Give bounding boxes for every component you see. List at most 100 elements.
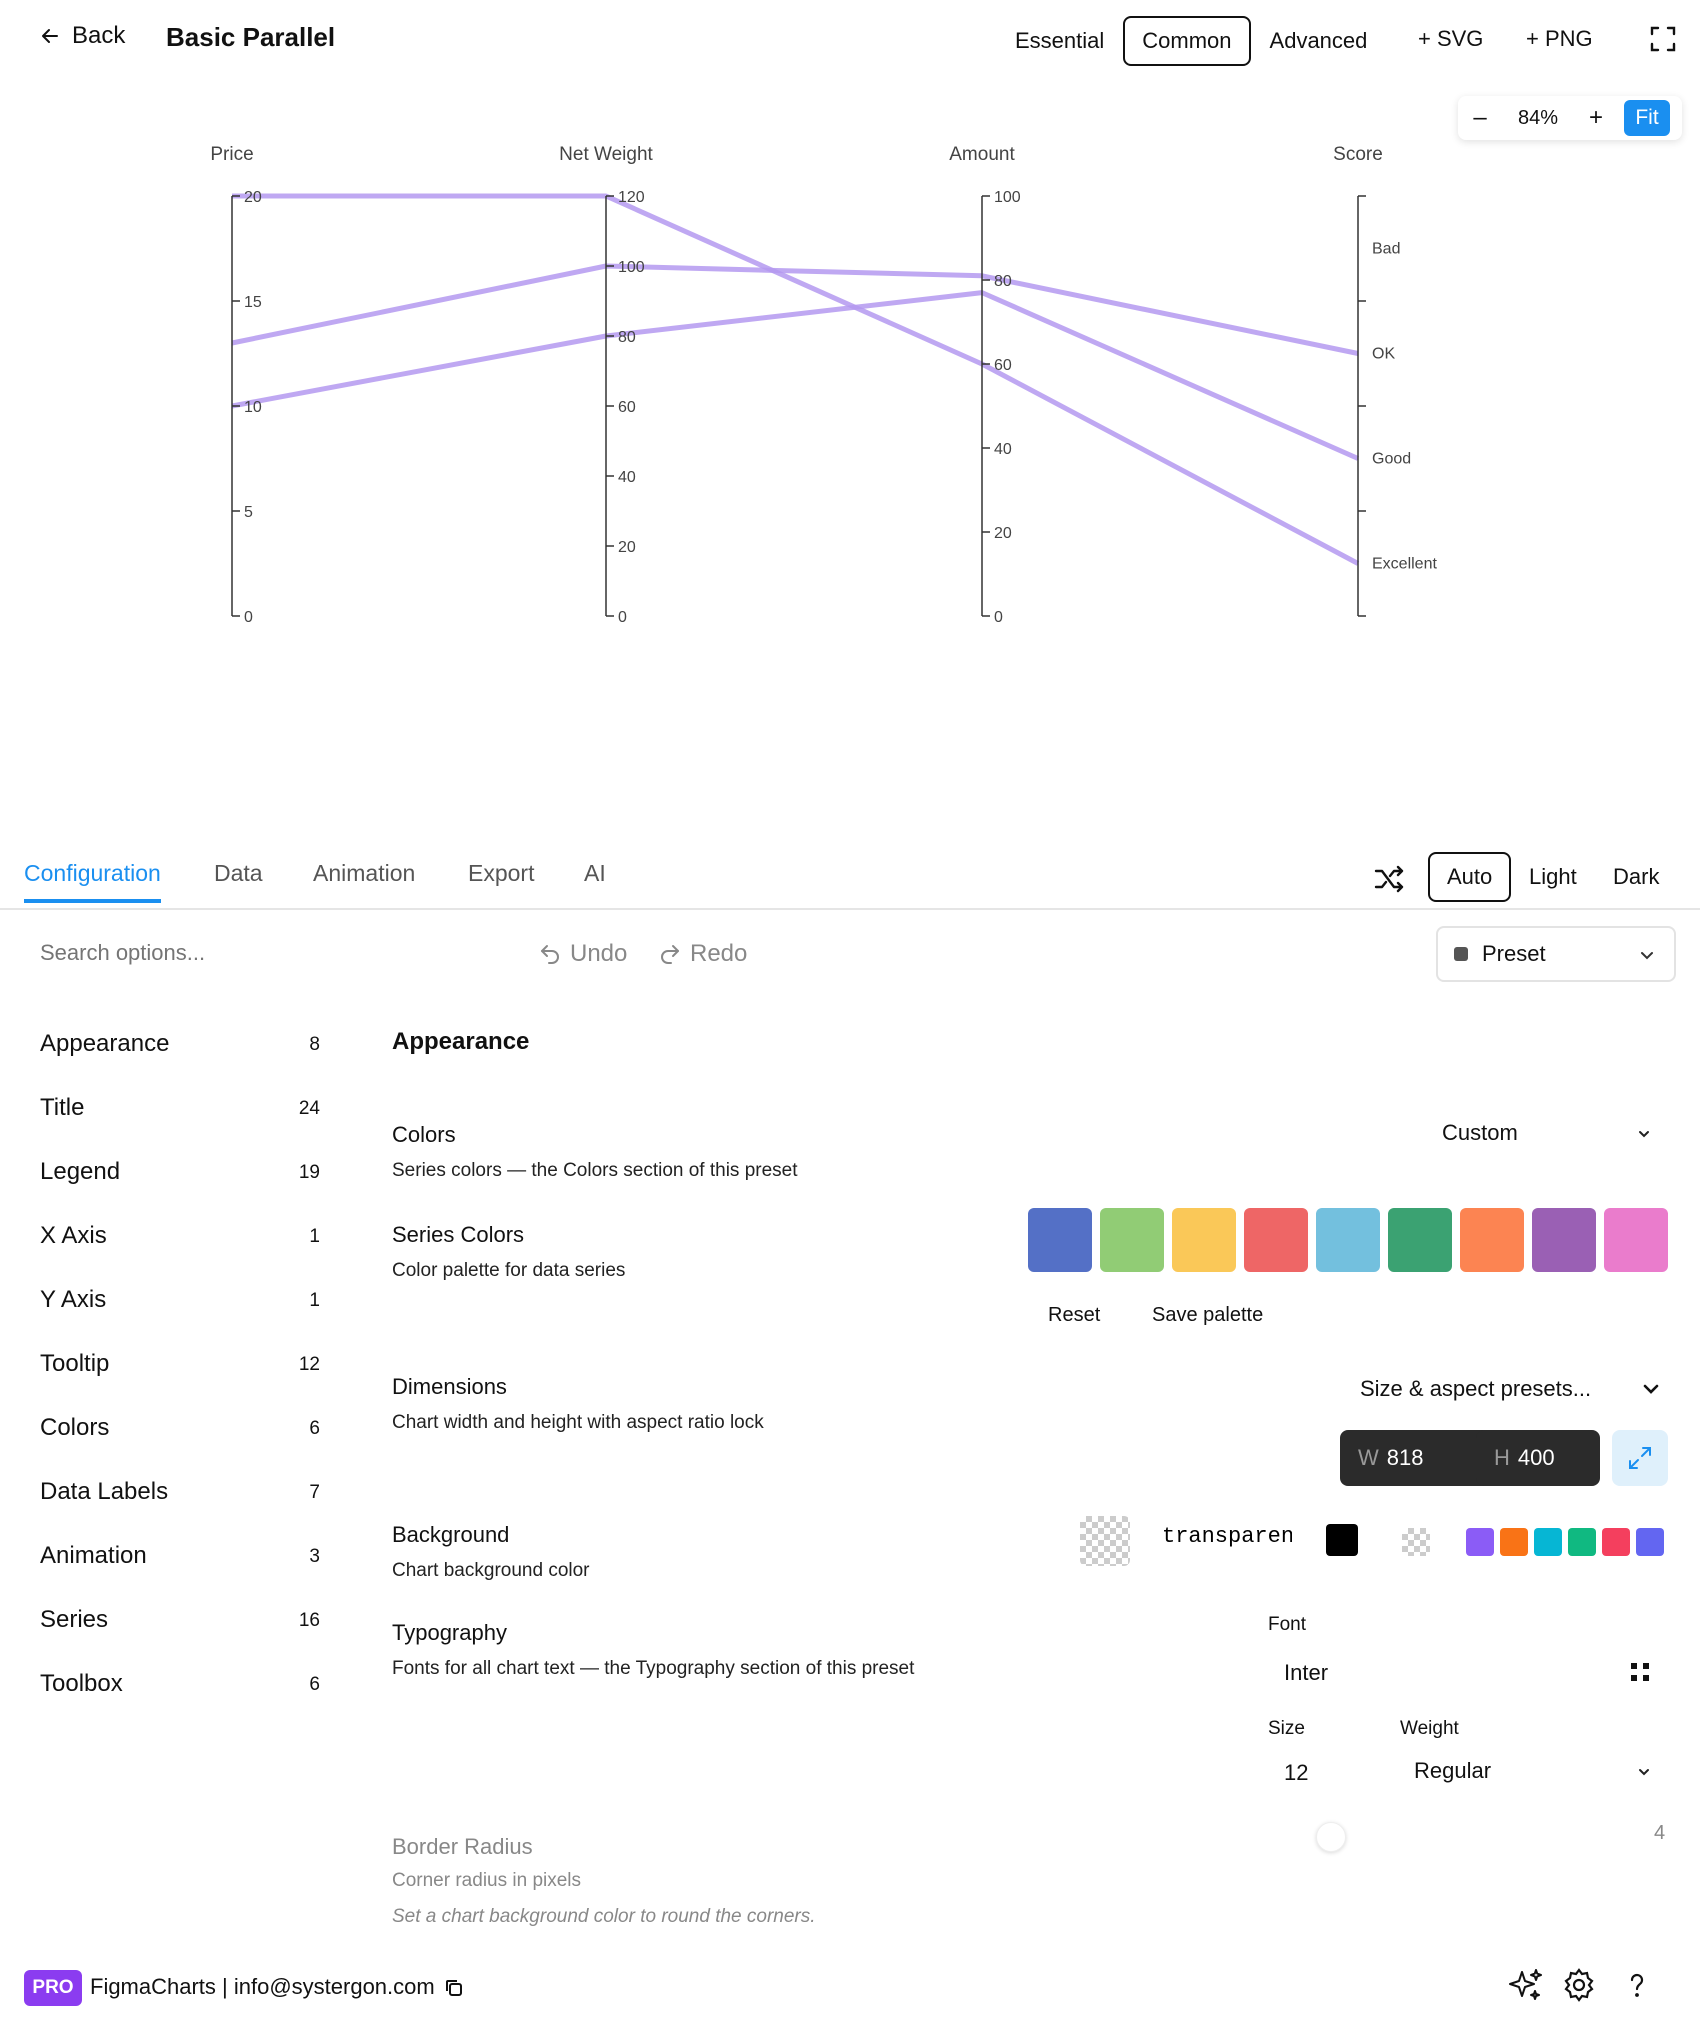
background-preview[interactable] <box>1080 1516 1130 1566</box>
font-select[interactable]: Inter <box>1284 1660 1329 1685</box>
sidebar-item-toolbox[interactable]: Toolbox 6 <box>40 1670 320 1710</box>
zoom-fit-button[interactable]: Fit <box>1624 100 1670 136</box>
theme-light-button[interactable]: Light <box>1529 864 1577 889</box>
sidebar-item-y-axis[interactable]: Y Axis 1 <box>40 1286 320 1326</box>
mode-tabs: Essential Common Advanced <box>996 16 1386 66</box>
tick-label: 100 <box>618 259 645 276</box>
tab-export[interactable]: Export <box>468 860 535 886</box>
background-color-swatch[interactable] <box>1568 1528 1596 1556</box>
chevron-down-icon[interactable] <box>1642 1380 1660 1398</box>
back-button[interactable]: Back <box>38 22 125 50</box>
sidebar-item-series[interactable]: Series 16 <box>40 1606 320 1646</box>
sidebar-item-colors[interactable]: Colors 6 <box>40 1414 320 1454</box>
size-input[interactable]: 12 <box>1284 1760 1309 1785</box>
aspect-lock-button[interactable] <box>1612 1430 1668 1486</box>
sidebar-item-legend[interactable]: Legend 19 <box>40 1158 320 1198</box>
theme-dark-button[interactable]: Dark <box>1613 864 1660 889</box>
mode-tab-common[interactable]: Common <box>1123 16 1251 66</box>
tab-data[interactable]: Data <box>214 860 263 886</box>
sidebar-item-label: Y Axis <box>40 1286 107 1313</box>
axis-title: Price <box>210 144 253 165</box>
transparent-swatch[interactable] <box>1402 1528 1430 1556</box>
weight-select[interactable]: Regular <box>1414 1758 1492 1783</box>
config-tabs: Configuration Data Animation Export AI <box>0 856 1700 910</box>
background-color-swatch[interactable] <box>1602 1528 1630 1556</box>
reset-palette-button[interactable]: Reset <box>1048 1304 1101 1326</box>
palette-swatch[interactable] <box>1244 1208 1308 1272</box>
chevron-down-icon[interactable] <box>1636 1126 1652 1142</box>
height-field[interactable]: H 400 <box>1476 1430 1600 1486</box>
preset-select[interactable]: Preset <box>1436 926 1676 982</box>
grid-icon[interactable] <box>1630 1662 1650 1682</box>
help-icon[interactable] <box>1618 1966 1656 2004</box>
border-radius-slider[interactable] <box>1316 1822 1346 1852</box>
tick-label: 15 <box>244 294 262 311</box>
palette-swatch[interactable] <box>1532 1208 1596 1272</box>
palette-swatch[interactable] <box>1604 1208 1668 1272</box>
sidebar-item-label: Toolbox <box>40 1670 123 1697</box>
section-title: Appearance <box>392 1028 530 1055</box>
sidebar-item-label: Series <box>40 1606 109 1633</box>
mode-tab-essential[interactable]: Essential <box>1015 28 1105 53</box>
axis-title: Net Weight <box>559 144 653 165</box>
black-swatch[interactable] <box>1326 1524 1358 1556</box>
zoom-out-button[interactable]: – <box>1473 104 1487 131</box>
tick-label: 60 <box>994 357 1012 374</box>
tab-configuration[interactable]: Configuration <box>24 860 161 903</box>
zoom-in-button[interactable]: + <box>1588 104 1603 131</box>
sidebar-item-appearance[interactable]: Appearance 8 <box>40 1030 320 1070</box>
weight-label: Weight <box>1400 1718 1459 1739</box>
preset-swatch <box>1454 947 1468 961</box>
settings-icon[interactable] <box>1560 1966 1598 2004</box>
tab-ai[interactable]: AI <box>584 860 606 886</box>
palette-swatch[interactable] <box>1316 1208 1380 1272</box>
palette-swatch[interactable] <box>1028 1208 1092 1272</box>
undo-button[interactable]: Undo <box>538 940 627 968</box>
fullscreen-icon[interactable] <box>1650 26 1676 52</box>
copy-icon[interactable] <box>444 1978 464 1998</box>
sidebar-item-label: X Axis <box>40 1222 107 1249</box>
redo-button[interactable]: Redo <box>658 940 747 968</box>
width-label: W <box>1358 1445 1379 1470</box>
redo-label: Redo <box>690 940 748 967</box>
sidebar-item-tooltip[interactable]: Tooltip 12 <box>40 1350 320 1390</box>
sidebar-item-animation[interactable]: Animation 3 <box>40 1542 320 1582</box>
export-svg-button[interactable]: + SVG <box>1418 26 1484 51</box>
size-presets-select[interactable]: Size & aspect presets... <box>1360 1376 1592 1401</box>
palette-swatch[interactable] <box>1388 1208 1452 1272</box>
border-radius-value: 4 <box>1654 1822 1666 1844</box>
preset-label: Preset <box>1482 941 1546 966</box>
pro-badge: PRO <box>24 1970 82 2006</box>
sidebar-item-label: Legend <box>40 1158 121 1185</box>
search-input[interactable] <box>40 940 460 966</box>
mode-tab-advanced[interactable]: Advanced <box>1269 28 1368 53</box>
width-field[interactable]: W 818 <box>1340 1430 1500 1486</box>
sidebar-item-title[interactable]: Title 24 <box>40 1094 320 1134</box>
background-color-swatch[interactable] <box>1466 1528 1494 1556</box>
background-input[interactable] <box>1162 1524 1292 1549</box>
palette-swatch[interactable] <box>1460 1208 1524 1272</box>
palette-swatch[interactable] <box>1172 1208 1236 1272</box>
shuffle-icon[interactable] <box>1372 862 1406 896</box>
background-color-swatch[interactable] <box>1636 1528 1664 1556</box>
chevron-down-icon <box>1641 952 1653 960</box>
tick-label: OK <box>1372 346 1395 363</box>
axis-title: Amount <box>949 144 1015 165</box>
series-line <box>231 263 1359 356</box>
background-color-swatch[interactable] <box>1500 1528 1528 1556</box>
colors-select[interactable]: Custom <box>1442 1120 1518 1145</box>
sidebar-item-count: 24 <box>298 1098 320 1119</box>
sidebar-item-data-labels[interactable]: Data Labels 7 <box>40 1478 320 1518</box>
series-colors-title: Series Colors <box>392 1222 525 1247</box>
export-png-button[interactable]: + PNG <box>1526 26 1593 51</box>
tab-animation[interactable]: Animation <box>313 860 416 886</box>
theme-auto-button[interactable]: Auto <box>1428 852 1512 902</box>
chevron-down-icon[interactable] <box>1636 1764 1652 1780</box>
border-radius-title: Border Radius <box>392 1834 533 1859</box>
sparkles-icon[interactable] <box>1506 1966 1544 2004</box>
sidebar-item-x-axis[interactable]: X Axis 1 <box>40 1222 320 1262</box>
undo-icon <box>541 945 559 964</box>
save-palette-button[interactable]: Save palette <box>1152 1304 1264 1326</box>
background-color-swatch[interactable] <box>1534 1528 1562 1556</box>
palette-swatch[interactable] <box>1100 1208 1164 1272</box>
